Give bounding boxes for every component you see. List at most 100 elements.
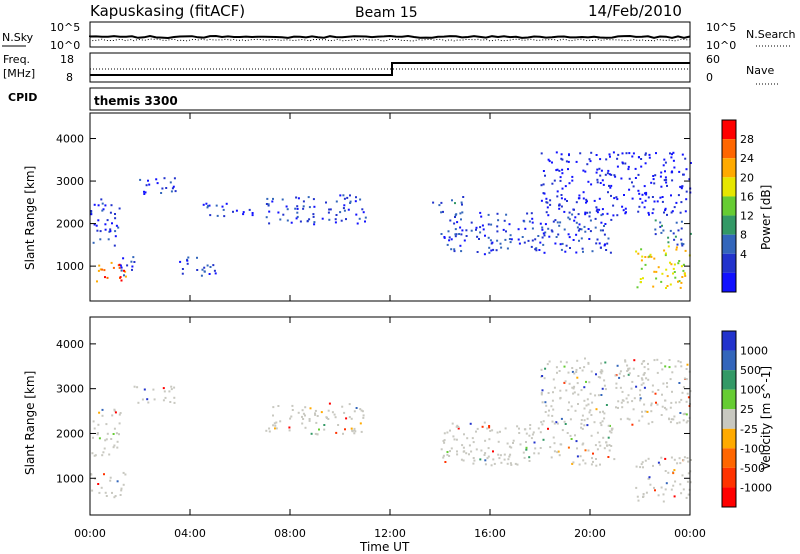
power-cell <box>122 257 125 260</box>
power-cell <box>596 208 599 211</box>
power-cell <box>644 256 647 258</box>
velocity-cell <box>628 372 631 375</box>
power-cell <box>560 153 563 156</box>
velocity-cell <box>525 446 528 449</box>
power-cell <box>672 151 675 154</box>
velocity-cell <box>640 362 643 365</box>
velocity-cell <box>274 427 276 430</box>
velocity-cell <box>522 451 525 454</box>
power-cell <box>196 269 199 271</box>
velocity-cell <box>514 462 517 465</box>
power-cell <box>604 223 607 225</box>
velocity-cell <box>323 424 326 426</box>
power-cell <box>97 219 100 222</box>
velocity-cell <box>668 359 671 361</box>
velocity-cell <box>577 403 579 405</box>
velocity-cell <box>666 382 668 385</box>
power-cell <box>573 219 576 222</box>
velocity-cell <box>92 436 94 439</box>
velocity-cell <box>463 433 465 436</box>
power-cell <box>596 178 599 181</box>
velocity-cell <box>162 387 165 390</box>
power-cell <box>601 213 604 216</box>
power-cell <box>680 265 683 268</box>
power-cell <box>334 218 337 221</box>
velocity-cell <box>650 402 653 405</box>
power-cell <box>652 178 655 181</box>
velocity-cell <box>472 441 475 444</box>
power-cell <box>661 224 663 227</box>
velocity-cell <box>101 414 104 417</box>
power-cell <box>580 237 583 240</box>
power-cell <box>644 199 647 202</box>
power-cell <box>568 211 571 214</box>
power-cell <box>465 235 468 237</box>
power-cell <box>660 171 663 174</box>
power-cell <box>505 230 507 233</box>
power-cell <box>679 211 682 214</box>
power-colorbar-tick: 16 <box>740 190 754 203</box>
velocity-colorbar-swatch <box>722 389 736 410</box>
power-cell <box>659 221 662 224</box>
power-cell <box>561 158 564 161</box>
velocity-cell <box>681 391 684 394</box>
power-cell <box>489 239 492 242</box>
power-cell <box>644 263 647 266</box>
velocity-cell <box>491 429 494 432</box>
power-cell <box>608 153 611 156</box>
velocity-cell <box>444 461 447 463</box>
power-cell <box>235 209 238 212</box>
power-cell <box>118 263 121 266</box>
power-cell <box>541 228 544 231</box>
velocity-cell <box>173 396 176 399</box>
power-cell <box>492 248 495 251</box>
velocity-cell <box>594 394 597 397</box>
velocity-cell <box>111 491 113 494</box>
power-cell <box>550 229 553 232</box>
power-cell <box>460 250 463 253</box>
power-axes: 1000 2000 3000 4000 <box>56 113 691 301</box>
velocity-cell <box>345 417 348 420</box>
power-cell <box>248 208 251 211</box>
velocity-cell <box>599 463 601 466</box>
velocity-cell <box>304 426 307 429</box>
power-cell <box>675 221 678 224</box>
power-cell <box>487 213 490 216</box>
velocity-cell <box>632 367 635 370</box>
power-cell <box>281 198 284 201</box>
velocity-cell <box>523 428 526 431</box>
velocity-cell <box>643 403 646 406</box>
power-cell <box>114 217 117 220</box>
velocity-cell <box>551 399 554 402</box>
velocity-cell <box>484 459 487 462</box>
power-cell <box>459 212 462 215</box>
power-cell <box>567 160 570 163</box>
velocity-cell <box>497 453 500 456</box>
power-cell <box>335 200 338 203</box>
power-cell <box>114 230 117 233</box>
power-cell <box>589 219 592 222</box>
velocity-cell <box>141 398 144 401</box>
power-cell <box>542 232 545 235</box>
velocity-cell <box>328 402 331 405</box>
power-cell <box>571 213 574 216</box>
velocity-cell <box>547 392 550 394</box>
velocity-cell <box>685 378 688 381</box>
velocity-cell <box>304 406 307 409</box>
power-cell <box>282 213 285 216</box>
velocity-cell <box>606 444 609 447</box>
power-cell <box>679 286 682 289</box>
power-cell <box>308 218 311 221</box>
velocity-cell <box>586 424 589 427</box>
power-cell <box>509 241 512 244</box>
power-cell <box>606 212 609 215</box>
velocity-cell <box>676 422 679 425</box>
power-cell <box>661 196 664 198</box>
power-cell <box>454 228 457 231</box>
power-cell <box>681 244 684 247</box>
power-cell <box>521 236 524 238</box>
power-cell <box>223 215 226 218</box>
velocity-cell <box>572 392 575 395</box>
power-cell <box>648 213 650 216</box>
velocity-cell <box>674 365 677 368</box>
